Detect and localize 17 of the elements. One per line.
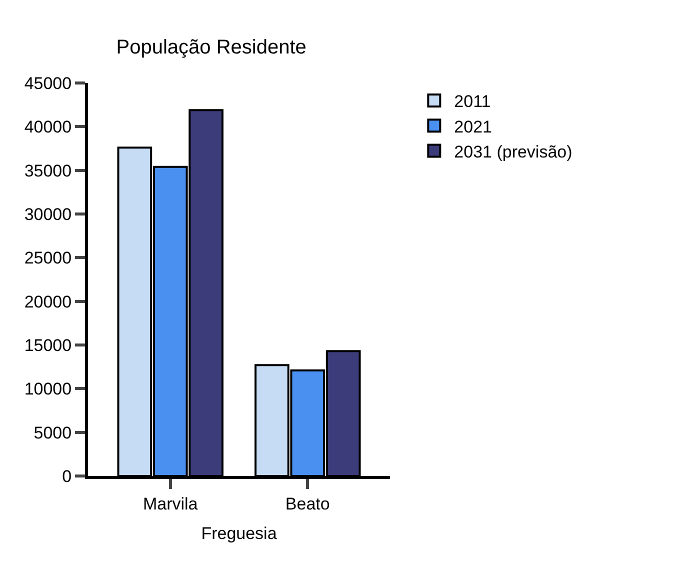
y-tick-label: 25000	[24, 248, 72, 268]
x-tick-label: Beato	[285, 494, 330, 514]
y-tick-label: 35000	[24, 161, 72, 180]
y-tick-label: 10000	[24, 380, 72, 399]
y-tick-label: 5000	[34, 423, 72, 442]
y-tick-label: 40000	[24, 118, 72, 137]
legend-label: 2031 (previsão)	[454, 142, 572, 162]
y-tick-label: 15000	[24, 336, 72, 355]
legend-label: 2011	[454, 92, 491, 112]
y-tick-label: 20000	[24, 292, 72, 312]
x-axis-title: Freguesia	[201, 524, 278, 543]
chart-title: População Residente	[116, 36, 306, 58]
x-tick-label: Marvila	[142, 494, 198, 514]
y-tick-label: 30000	[24, 204, 72, 224]
y-tick-label: 0	[62, 466, 72, 486]
y-tick-label: 45000	[24, 74, 72, 93]
legend-label: 2021	[454, 117, 492, 136]
